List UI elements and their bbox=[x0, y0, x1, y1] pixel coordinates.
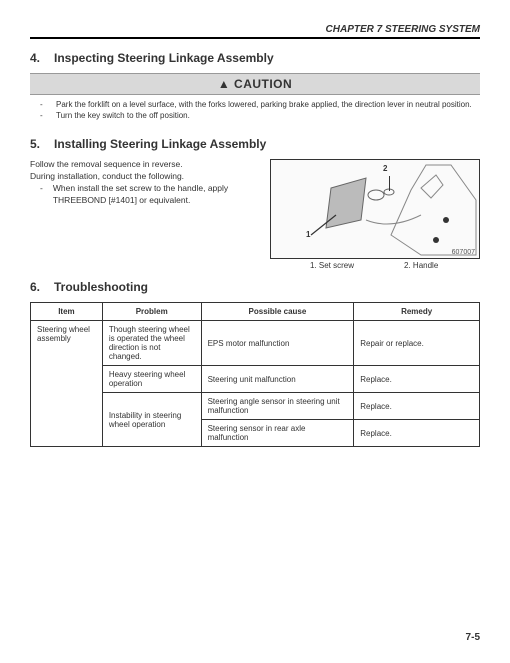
install-text-block: Follow the removal sequence in reverse. … bbox=[30, 159, 254, 270]
page-number: 7-5 bbox=[466, 632, 480, 643]
cell-remedy: Repair or replace. bbox=[354, 321, 480, 366]
section-4-title: 4. Inspecting Steering Linkage Assembly bbox=[30, 51, 480, 65]
cell-problem: Instability in steering wheel operation bbox=[102, 393, 201, 447]
install-intro-2: During installation, conduct the followi… bbox=[30, 171, 254, 181]
section-4-number: 4. bbox=[30, 51, 40, 65]
figure-caption-1: 1. Set screw bbox=[310, 261, 354, 270]
section-6-text: Troubleshooting bbox=[54, 280, 148, 294]
install-bullet-text: When install the set screw to the handle… bbox=[53, 183, 254, 207]
figure-wrapper: 1 2 607007 1. Set screw 2. Handle bbox=[270, 159, 480, 270]
bullet-dash: - bbox=[40, 99, 46, 110]
section-5-title: 5. Installing Steering Linkage Assembly bbox=[30, 137, 480, 151]
figure-code: 607007 bbox=[452, 249, 475, 256]
figure-box: 1 2 607007 bbox=[270, 159, 480, 259]
figure-caption-2: 2. Handle bbox=[404, 261, 438, 270]
chapter-header: CHAPTER 7 STEERING SYSTEM bbox=[30, 24, 480, 39]
caution-item: - Turn the key switch to the off positio… bbox=[40, 110, 480, 121]
cell-problem: Heavy steering wheel operation bbox=[102, 366, 201, 393]
section-5-number: 5. bbox=[30, 137, 40, 151]
caution-list: - Park the forklift on a level surface, … bbox=[40, 99, 480, 121]
caution-text: Turn the key switch to the off position. bbox=[56, 110, 190, 121]
diagram-illustration bbox=[271, 160, 481, 260]
install-intro-1: Follow the removal sequence in reverse. bbox=[30, 159, 254, 169]
caution-item: - Park the forklift on a level surface, … bbox=[40, 99, 480, 110]
cell-cause: Steering sensor in rear axle malfunction bbox=[201, 420, 354, 447]
cell-problem: Though steering wheel is operated the wh… bbox=[102, 321, 201, 366]
bullet-dash: - bbox=[40, 110, 46, 121]
th-item: Item bbox=[31, 303, 103, 321]
th-remedy: Remedy bbox=[354, 303, 480, 321]
install-bullet: - When install the set screw to the hand… bbox=[40, 183, 254, 207]
cell-remedy: Replace. bbox=[354, 420, 480, 447]
section-6-number: 6. bbox=[30, 280, 40, 294]
cell-cause: Steering unit malfunction bbox=[201, 366, 354, 393]
figure-caption: 1. Set screw 2. Handle bbox=[310, 261, 480, 270]
caution-bar: ▲ CAUTION bbox=[30, 73, 480, 95]
cell-item: Steering wheel assembly bbox=[31, 321, 103, 447]
cell-cause: EPS motor malfunction bbox=[201, 321, 354, 366]
bullet-dash: - bbox=[40, 183, 43, 207]
figure-label-1: 1 bbox=[306, 230, 310, 239]
section-6-title: 6. Troubleshooting bbox=[30, 280, 480, 294]
section-5-text: Installing Steering Linkage Assembly bbox=[54, 137, 266, 151]
cell-cause: Steering angle sensor in steering unit m… bbox=[201, 393, 354, 420]
cell-remedy: Replace. bbox=[354, 393, 480, 420]
troubleshooting-table: Item Problem Possible cause Remedy Steer… bbox=[30, 302, 480, 447]
th-cause: Possible cause bbox=[201, 303, 354, 321]
table-row: Steering wheel assembly Though steering … bbox=[31, 321, 480, 366]
table-header-row: Item Problem Possible cause Remedy bbox=[31, 303, 480, 321]
cell-remedy: Replace. bbox=[354, 366, 480, 393]
th-problem: Problem bbox=[102, 303, 201, 321]
caution-text: Park the forklift on a level surface, wi… bbox=[56, 99, 472, 110]
figure-label-2: 2 bbox=[383, 164, 387, 173]
section-4-text: Inspecting Steering Linkage Assembly bbox=[54, 51, 274, 65]
